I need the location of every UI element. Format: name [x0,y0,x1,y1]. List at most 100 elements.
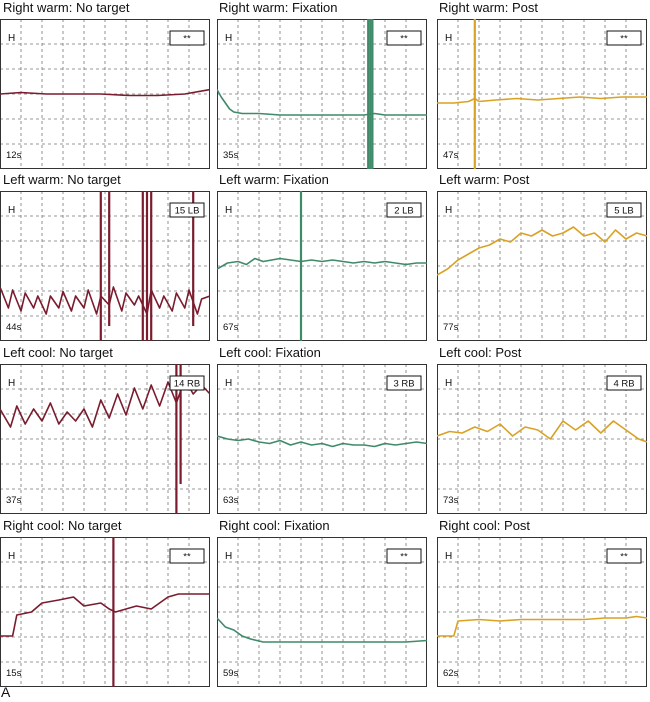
recording-panel: H 5 LB 77s [437,191,647,341]
recording-duration: 73s [443,495,459,506]
recording-panel: H ** 47s [437,19,647,169]
eye-position-trace [0,593,210,637]
eye-label: H [8,33,15,44]
panel-border [437,19,647,169]
eye-position-trace [0,88,210,97]
eye-position-trace [217,257,427,270]
nystagmus-badge: 15 LB [175,206,200,217]
panel-title: Left warm: No target [3,172,121,187]
recording-duration: 37s [6,495,22,506]
panel-border [0,191,210,341]
eye-position-trace [217,89,427,116]
plot-grid [437,191,647,341]
recording-plot: H 5 LB 77s [437,191,647,341]
eye-label: H [8,205,15,216]
recording-panel: H ** 35s [217,19,427,169]
recording-plot: H ** 47s [437,19,647,169]
recording-plot: H 14 RB 37s [0,364,210,514]
recording-panel: H 15 LB 44s [0,191,210,341]
nystagmus-badge: 14 RB [174,379,200,390]
panel-border [217,537,427,687]
recording-duration: 44s [6,322,22,333]
nystagmus-badge: ** [183,34,191,45]
nystagmus-badge-box [606,202,642,218]
recording-duration: 35s [223,150,239,161]
eye-label: H [8,378,15,389]
panel-border [217,364,427,514]
recording-plot: H ** 62s [437,537,647,687]
nystagmus-badge-box [169,375,205,391]
nystagmus-badge: ** [183,552,191,563]
eye-label: H [225,205,232,216]
panel-title: Left cool: Post [439,345,522,360]
eye-position-trace [0,378,210,428]
recording-panel: H 14 RB 37s [0,364,210,514]
nystagmus-badge: 5 LB [614,206,634,217]
recording-duration: 59s [223,668,239,679]
recording-duration: 63s [223,495,239,506]
recording-plot: H ** 35s [217,19,427,169]
nystagmus-badge: ** [400,552,408,563]
figure-label: A [1,684,11,700]
recording-panel: H 3 RB 63s [217,364,427,514]
nystagmus-badge: 4 RB [613,379,634,390]
panel-title: Left cool: No target [3,345,113,360]
eye-label: H [445,378,452,389]
recording-panel: H ** 15s [0,537,210,687]
eye-position-trace [217,617,427,643]
panel-border [0,364,210,514]
nystagmus-badge-box [606,548,642,564]
plot-grid [0,19,210,169]
nystagmus-badge-box [169,202,205,218]
panel-title: Left cool: Fixation [219,345,321,360]
plot-grid [437,537,647,687]
panel-title: Right warm: Fixation [219,0,338,15]
eye-label: H [445,205,452,216]
nystagmus-badge: 2 LB [394,206,414,217]
eye-label: H [8,551,15,562]
recording-panel: H ** 12s [0,19,210,169]
recording-plot: H ** 59s [217,537,427,687]
recording-panel: H 2 LB 67s [217,191,427,341]
panel-title: Left warm: Post [439,172,530,187]
nystagmus-badge: ** [620,552,628,563]
nystagmus-badge-box [386,548,422,564]
panel-title: Right warm: No target [3,0,130,15]
eye-position-trace [0,286,210,315]
recording-duration: 12s [6,150,22,161]
eye-label: H [225,551,232,562]
panel-border [437,191,647,341]
recording-plot: H 4 RB 73s [437,364,647,514]
eye-label: H [445,33,452,44]
eye-position-trace [437,420,647,443]
nystagmus-badge-box [606,30,642,46]
recording-duration: 67s [223,322,239,333]
eye-label: H [225,33,232,44]
nystagmus-badge: ** [620,34,628,45]
eye-position-trace [437,615,647,637]
plot-grid [0,537,210,687]
panel-title: Left warm: Fixation [219,172,329,187]
nystagmus-badge-box [169,30,205,46]
eye-position-trace [437,226,647,276]
recording-plot: H 2 LB 67s [217,191,427,341]
recording-panel: H ** 59s [217,537,427,687]
panel-border [437,364,647,514]
recording-plot: H 15 LB 44s [0,191,210,341]
recording-panel: H ** 62s [437,537,647,687]
recording-panel: H 4 RB 73s [437,364,647,514]
recording-plot: H ** 15s [0,537,210,687]
panel-title: Right cool: No target [3,518,122,533]
panel-border [217,19,427,169]
nystagmus-badge-box [386,30,422,46]
recording-duration: 77s [443,322,459,333]
eye-label: H [445,551,452,562]
eye-position-trace [437,96,647,104]
nystagmus-badge-box [386,375,422,391]
nystagmus-badge-box [169,548,205,564]
panel-border [437,537,647,687]
nystagmus-badge: 3 RB [393,379,414,390]
panel-title: Right cool: Post [439,518,531,533]
nystagmus-badge: ** [400,34,408,45]
eye-label: H [225,378,232,389]
